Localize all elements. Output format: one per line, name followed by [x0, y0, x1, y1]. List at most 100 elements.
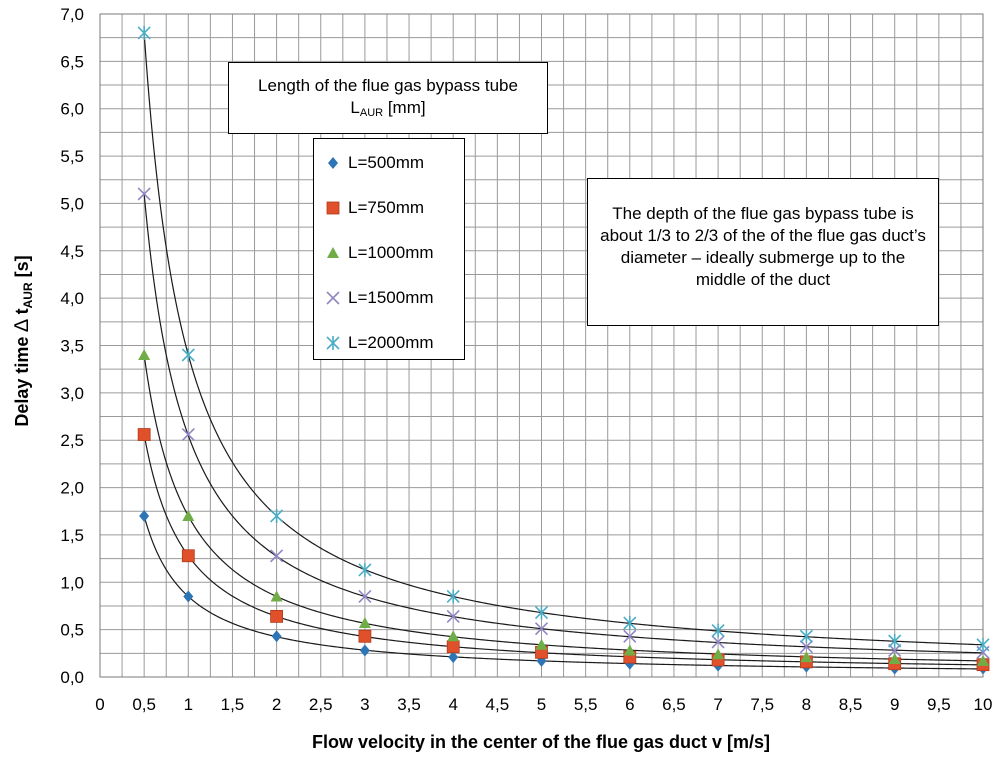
y-axis-title: Delay time ∆ tAUR [s]	[11, 255, 35, 426]
x-tick-label: 1	[184, 695, 193, 714]
data-point	[535, 638, 548, 650]
data-point	[270, 590, 283, 602]
legend-item: L=2000mm	[324, 331, 434, 355]
y-tick-label: 3,0	[60, 384, 84, 403]
x-tick-label: 10	[974, 695, 993, 714]
square-marker-icon	[326, 201, 340, 215]
x-tick-label: 9,5	[927, 695, 951, 714]
data-point	[137, 428, 151, 441]
legend-label: L=1500mm	[348, 288, 434, 307]
x-tick-label: 3	[360, 695, 369, 714]
data-point	[447, 630, 460, 642]
data-point	[888, 643, 902, 658]
data-point	[271, 630, 282, 643]
y-tick-label: 3,5	[60, 337, 84, 356]
legend-marker	[326, 201, 340, 215]
legend-item: L=750mm	[324, 196, 424, 220]
x-marker-icon	[326, 291, 340, 305]
x-tick-label: 8	[802, 695, 811, 714]
data-point	[270, 549, 284, 563]
data-point	[358, 629, 372, 643]
legend-label: L=1000mm	[348, 243, 434, 262]
y-tick-label: 0,0	[60, 668, 84, 687]
data-point	[623, 629, 637, 643]
x-tick-label: 7	[713, 695, 722, 714]
trend-curve	[143, 515, 984, 670]
y-tick-label: 5,5	[60, 147, 84, 166]
data-point	[977, 654, 989, 666]
x-tick-label: 2	[272, 695, 281, 714]
y-tick-label: 6,5	[60, 52, 84, 71]
data-point	[888, 634, 902, 649]
y-tick-label: 2,5	[60, 431, 84, 450]
x-axis-title: Flow velocity in the center of the flue …	[312, 732, 770, 752]
data-point	[181, 427, 195, 442]
x-tick-label: 0	[95, 695, 104, 714]
title-line-1: Length of the flue gas bypass tube	[258, 76, 518, 95]
x-tick-label: 6,5	[662, 695, 686, 714]
x-tick-label: 5	[537, 695, 546, 714]
trend-curve	[143, 354, 984, 662]
data-point	[270, 609, 284, 623]
data-point	[137, 187, 151, 201]
x-tick-label: 4,5	[486, 695, 510, 714]
data-point	[799, 629, 813, 644]
legend: L=500mm L=750mm L=1000mm L=1500mm L=2000mm	[313, 138, 465, 360]
data-point	[359, 644, 370, 657]
data-point	[446, 589, 460, 604]
data-point	[888, 653, 901, 665]
legend-label: L=500mm	[348, 153, 425, 172]
data-point	[799, 640, 813, 654]
data-point	[181, 347, 195, 362]
y-tick-label: 5,0	[60, 194, 84, 213]
star-marker-icon	[326, 336, 340, 350]
data-point	[623, 644, 636, 656]
y-tick-label: 6,0	[60, 100, 84, 119]
trend-curve	[143, 434, 984, 666]
data-point	[182, 509, 195, 521]
data-point	[139, 509, 150, 522]
title-line-2: LAUR [mm]	[350, 98, 426, 119]
data-point	[448, 651, 459, 664]
data-point	[270, 508, 284, 523]
data-point	[446, 609, 460, 623]
trend-curve	[143, 32, 984, 646]
plot-frame	[99, 13, 984, 678]
triangle-marker-icon	[327, 247, 339, 258]
data-points	[137, 25, 990, 675]
legend-item: L=1500mm	[324, 286, 434, 310]
x-tick-label: 2,5	[309, 695, 333, 714]
data-point	[976, 637, 990, 652]
legend-item: L=1000mm	[324, 241, 434, 265]
y-tick-labels: 0,0 0,5 1,0 1,5 2,0 2,5 3,0 3,5 4,0 4,5 5,0 5,5 6,0 6…	[60, 5, 84, 687]
data-point	[181, 549, 195, 563]
x-tick-label: 6	[625, 695, 634, 714]
y-tick-label: 4,0	[60, 289, 84, 308]
data-point	[800, 651, 813, 663]
x-tick-label: 7,5	[750, 695, 774, 714]
x-tick-label: 5,5	[574, 695, 598, 714]
data-point	[711, 635, 725, 649]
data-point	[534, 605, 549, 620]
y-tick-label: 0,5	[60, 621, 84, 640]
data-point	[138, 348, 151, 360]
y-tick-label: 1,5	[60, 526, 84, 545]
y-tick-label: 2,0	[60, 479, 84, 498]
data-point	[711, 623, 725, 638]
data-point	[712, 648, 725, 660]
legend-marker	[326, 336, 340, 350]
note-text: The depth of the flue gas bypass tube is…	[600, 204, 926, 289]
data-point	[534, 622, 549, 636]
x-tick-label: 1,5	[221, 695, 245, 714]
legend-marker	[327, 247, 339, 258]
data-point	[623, 616, 637, 631]
note-annotation-box: The depth of the flue gas bypass tube is…	[587, 178, 939, 326]
legend-marker	[328, 157, 338, 169]
y-tick-label: 1,0	[60, 573, 84, 592]
y-tick-label: 7,0	[60, 5, 84, 24]
data-point	[137, 25, 151, 40]
x-tick-label: 0,5	[132, 695, 156, 714]
legend-label: L=750mm	[348, 198, 425, 217]
data-point	[358, 562, 372, 577]
trend-curve	[143, 193, 984, 654]
